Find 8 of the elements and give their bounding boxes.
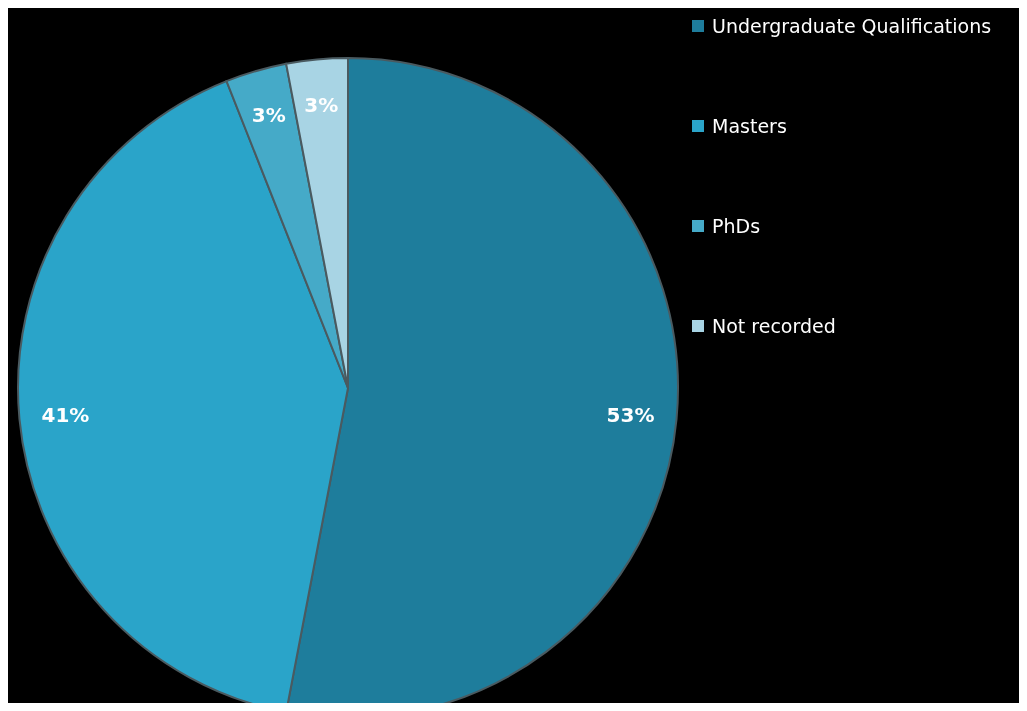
data-label: 3% (304, 93, 339, 118)
data-label: 53% (606, 402, 655, 427)
data-label: 41% (41, 402, 90, 427)
legend-label: PhDs (712, 215, 761, 237)
legend-label: Not recorded (712, 315, 836, 337)
data-label: 3% (251, 103, 286, 128)
legend-label: Undergraduate Qualifications (712, 15, 992, 37)
legend-label: Masters (712, 115, 787, 137)
